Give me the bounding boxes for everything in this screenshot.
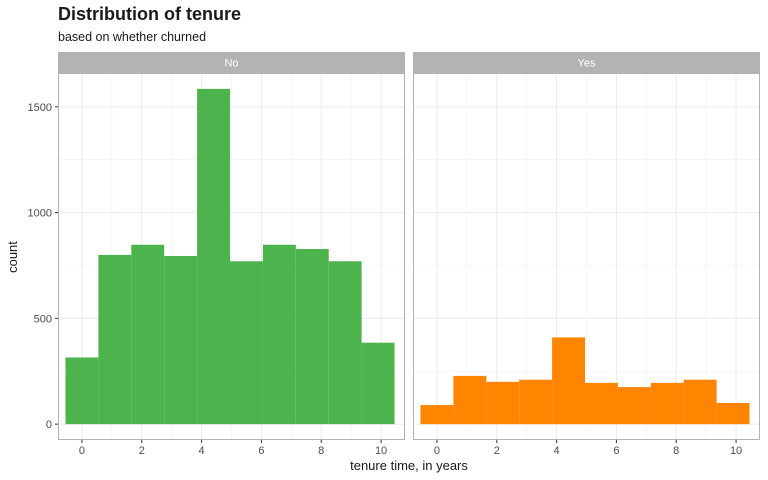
histogram-bar — [98, 254, 132, 425]
x-tick-label: 0 — [79, 445, 85, 457]
histogram-bar — [262, 244, 296, 425]
x-tick-label: 2 — [494, 445, 500, 457]
facet-panel-no: No — [58, 52, 405, 440]
chart-title: Distribution of tenure — [58, 4, 241, 24]
x-axis-title: tenure time, in years — [350, 458, 468, 473]
x-tick-label: 6 — [613, 445, 619, 457]
y-tick-label: 1500 — [28, 102, 52, 114]
facet-strip — [413, 52, 760, 73]
histogram-bar — [453, 375, 487, 425]
y-tick-label: 0 — [46, 419, 52, 431]
histogram-bar — [65, 357, 99, 425]
x-tick-label: 10 — [375, 445, 387, 457]
histogram-bar — [295, 248, 329, 425]
histogram-bar — [519, 379, 553, 425]
histogram-bar — [650, 382, 684, 425]
facet-panel-yes: Yes — [413, 52, 760, 440]
x-tick-label: 8 — [673, 445, 679, 457]
histogram-bar — [716, 402, 750, 425]
x-tick-label: 4 — [554, 445, 560, 457]
histogram-bar — [328, 261, 362, 425]
histogram-bar — [683, 379, 717, 425]
histogram-bar — [131, 244, 165, 425]
facet-strip-label: Yes — [578, 58, 596, 70]
y-tick-label: 500 — [34, 313, 52, 325]
x-tick-label: 2 — [139, 445, 145, 457]
histogram-bar — [617, 387, 651, 425]
facet-strip — [58, 52, 405, 73]
x-tick-label: 10 — [730, 445, 742, 457]
x-tick-label: 8 — [318, 445, 324, 457]
histogram-bar — [585, 382, 618, 425]
x-tick-label: 4 — [199, 445, 205, 457]
y-axis-title: count — [5, 241, 20, 273]
histogram-bar — [164, 255, 198, 425]
histogram-bar — [552, 337, 586, 425]
histogram-bar — [420, 405, 454, 425]
x-tick-label: 6 — [258, 445, 264, 457]
facet-strip-label: No — [224, 58, 238, 70]
y-tick-label: 1000 — [28, 208, 52, 220]
histogram-bar — [197, 88, 231, 425]
histogram-bar — [486, 381, 520, 425]
chart-subtitle: based on whether churned — [58, 30, 207, 44]
x-tick-label: 0 — [434, 445, 440, 457]
histogram-bar — [230, 261, 263, 425]
histogram-bar — [361, 342, 395, 425]
panel-border — [413, 73, 760, 440]
panel-border — [58, 73, 405, 440]
